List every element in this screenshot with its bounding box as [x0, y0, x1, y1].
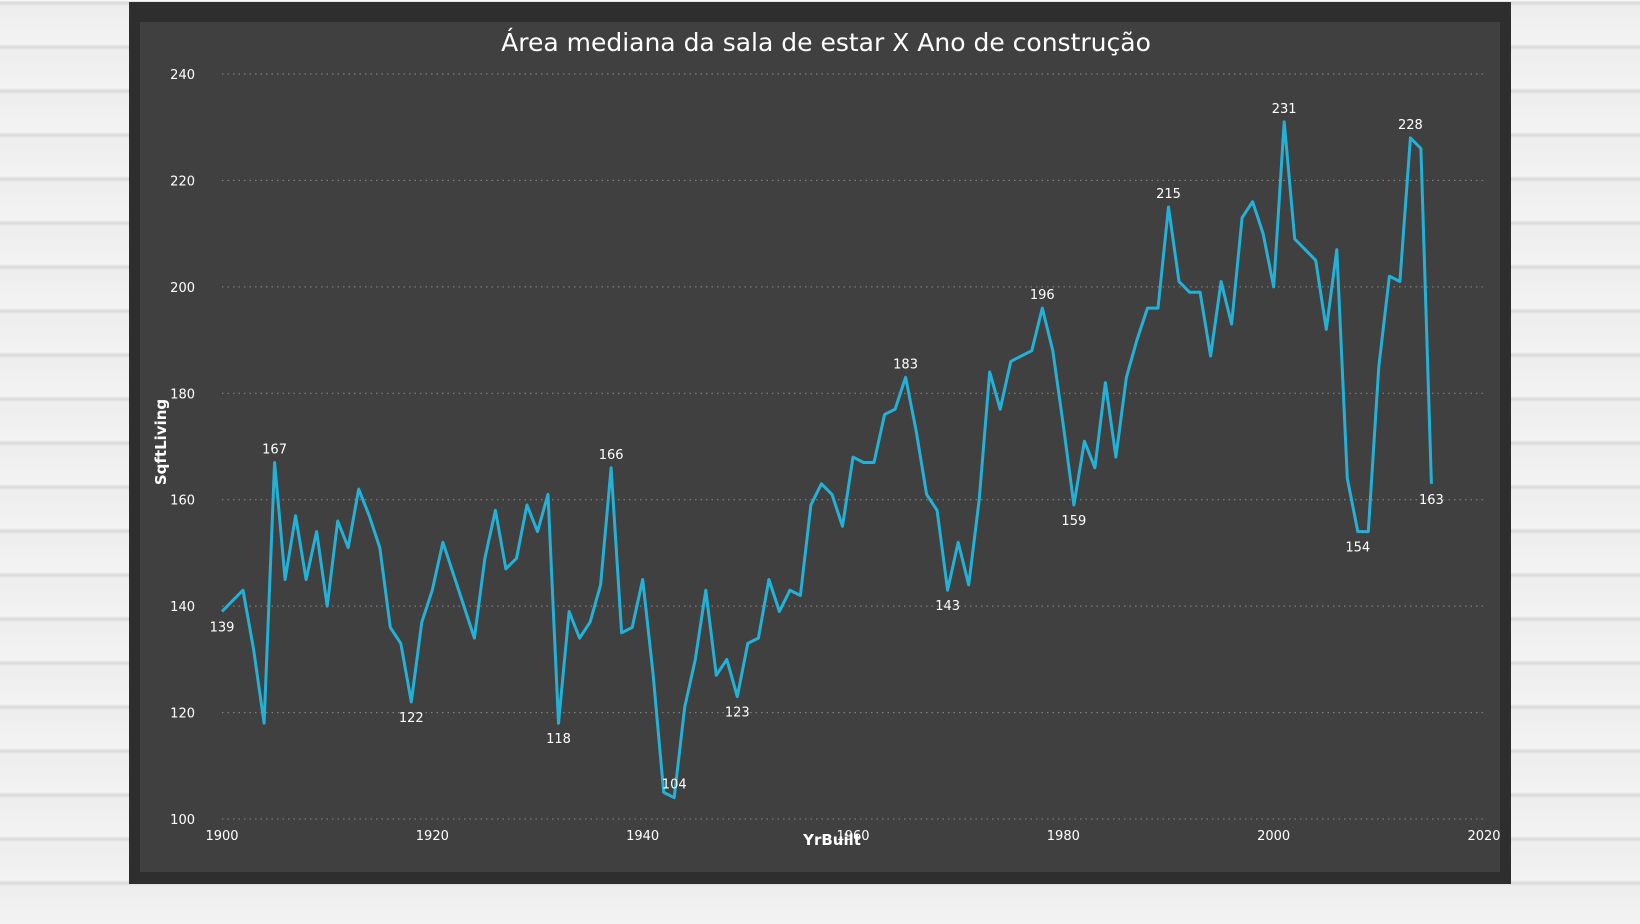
data-label: 122 — [399, 711, 424, 726]
y-tick-label: 100 — [170, 813, 195, 828]
data-label: 167 — [262, 442, 287, 457]
data-label: 228 — [1398, 118, 1423, 133]
data-label: 123 — [725, 706, 750, 721]
data-label: 183 — [893, 357, 918, 372]
chart-title: Área mediana da sala de estar X Ano de c… — [501, 28, 1151, 57]
line-chart: Área mediana da sala de estar X Ano de c… — [152, 28, 1500, 849]
data-label: 231 — [1272, 102, 1297, 117]
x-tick-label: 1920 — [416, 829, 449, 844]
data-label: 215 — [1156, 187, 1181, 202]
data-label: 118 — [546, 732, 571, 747]
data-label: 196 — [1030, 288, 1055, 303]
y-tick-label: 160 — [170, 494, 195, 509]
y-tick-label: 140 — [170, 600, 195, 615]
data-label: 104 — [662, 778, 687, 793]
data-labels: 139 167 122 118 166 104 123 183 143 196 159 215 231 1… — [210, 102, 1444, 793]
series-line — [220, 120, 1433, 800]
chart-panel: Área mediana da sala de estar X Ano de c… — [140, 22, 1500, 872]
y-tick-label: 200 — [170, 281, 195, 296]
data-label: 163 — [1419, 493, 1444, 508]
gridlines — [222, 73, 1484, 820]
x-tick-label: 1900 — [205, 829, 238, 844]
x-tick-label: 1940 — [626, 829, 659, 844]
x-tick-label: 2020 — [1467, 829, 1500, 844]
x-tick-label: 2000 — [1257, 829, 1290, 844]
data-label: 159 — [1061, 514, 1086, 529]
data-label: 154 — [1345, 541, 1370, 556]
y-axis-ticks: 100 120 140 160 180 200 220 240 — [170, 68, 195, 828]
y-tick-label: 220 — [170, 174, 195, 189]
y-tick-label: 180 — [170, 387, 195, 402]
chart-frame: Área mediana da sala de estar X Ano de c… — [129, 2, 1511, 884]
data-label: 143 — [935, 599, 960, 614]
data-label: 139 — [210, 620, 235, 635]
y-tick-label: 240 — [170, 68, 195, 83]
x-tick-label: 1980 — [1047, 829, 1080, 844]
x-axis-title: YrBuilt — [802, 831, 861, 849]
y-axis-title: SqftLiving — [152, 399, 170, 485]
y-tick-label: 120 — [170, 707, 195, 722]
x-axis-ticks: 1900 1920 1940 1960 1980 2000 2020 — [205, 829, 1500, 844]
x-tick-label: 1960 — [836, 829, 869, 844]
data-label: 166 — [599, 448, 624, 463]
